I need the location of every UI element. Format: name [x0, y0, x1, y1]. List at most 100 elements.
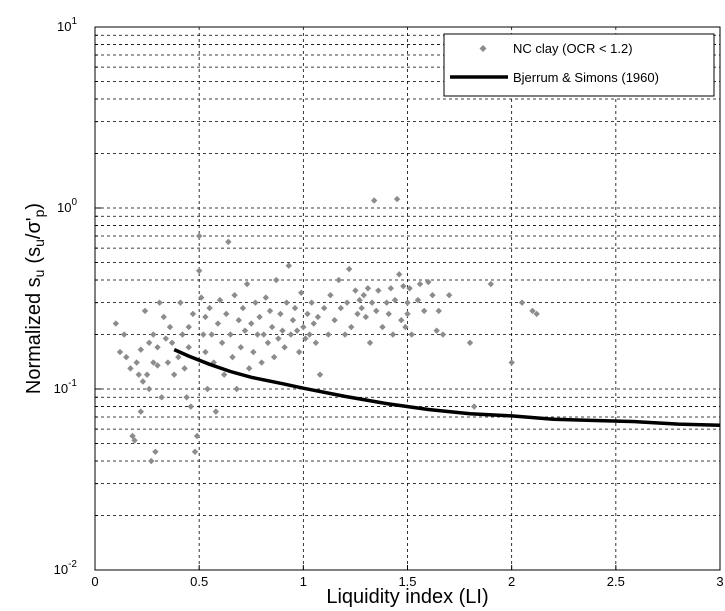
- data-point: [529, 307, 536, 315]
- data-point: [162, 335, 170, 342]
- data-point: [141, 307, 149, 315]
- grid-lines: [95, 27, 720, 570]
- data-point: [193, 432, 201, 440]
- data-point: [287, 331, 295, 338]
- data-point: [177, 299, 184, 306]
- data-point: [164, 359, 172, 366]
- data-point: [204, 385, 211, 393]
- data-point: [168, 339, 176, 346]
- data-point: [335, 276, 342, 284]
- data-point: [262, 294, 270, 301]
- x-tick-label: 2: [508, 574, 515, 589]
- x-tick-label: 0.5: [190, 574, 208, 589]
- legend-marker-nc-clay: [479, 45, 487, 52]
- data-point: [189, 310, 197, 318]
- data-point: [466, 339, 474, 346]
- data-point: [391, 296, 399, 304]
- data-point: [148, 457, 155, 465]
- data-point: [237, 344, 245, 351]
- data-point: [429, 291, 436, 299]
- data-point: [354, 310, 361, 318]
- data-point: [341, 331, 349, 338]
- data-point: [302, 335, 309, 342]
- data-point: [348, 323, 355, 331]
- data-point: [135, 371, 142, 378]
- data-point: [470, 403, 478, 410]
- data-point: [166, 323, 174, 331]
- data-point: [216, 296, 224, 304]
- data-point: [191, 448, 199, 455]
- data-point: [218, 339, 226, 346]
- data-point: [137, 408, 145, 415]
- x-axis-label: Liquidity index (LI): [326, 586, 488, 608]
- data-point: [266, 307, 274, 315]
- data-point: [185, 323, 192, 331]
- data-point: [235, 316, 242, 324]
- data-point: [150, 331, 157, 338]
- data-point: [264, 339, 272, 346]
- data-point: [316, 371, 324, 378]
- data-point: [373, 307, 380, 315]
- data-point: [225, 238, 232, 246]
- data-point: [300, 323, 307, 331]
- data-point: [154, 362, 161, 369]
- data-point: [137, 346, 145, 353]
- data-point: [129, 432, 136, 440]
- data-point: [150, 359, 157, 366]
- data-point: [277, 310, 284, 318]
- data-point: [358, 304, 365, 312]
- data-point: [229, 353, 236, 361]
- data-point: [241, 327, 249, 334]
- data-point: [279, 327, 286, 334]
- legend-label-nc-clay: NC clay (OCR < 1.2): [513, 41, 633, 56]
- data-point: [160, 313, 167, 321]
- data-point: [220, 371, 228, 378]
- y-axis-label-sub: u: [31, 270, 47, 278]
- data-point: [256, 313, 263, 321]
- x-tick-label: 0: [91, 574, 98, 589]
- data-point: [198, 294, 205, 301]
- data-point: [243, 280, 251, 288]
- data-point: [404, 310, 411, 318]
- y-axis-label: Normalized su(su/σ'p): [23, 203, 47, 394]
- data-point: [131, 437, 138, 444]
- data-point: [208, 331, 215, 338]
- data-point: [508, 359, 515, 366]
- data-point: [308, 299, 315, 306]
- data-point: [270, 353, 278, 361]
- legend-box: [443, 33, 715, 97]
- data-point: [145, 385, 153, 393]
- data-point: [433, 327, 440, 334]
- data-point: [306, 331, 313, 338]
- bjerrum-simons-curve: [173, 348, 721, 428]
- legend-label-bjerrum: Bjerrum & Simons (1960): [513, 70, 659, 85]
- data-point: [337, 304, 345, 312]
- data-point: [393, 195, 401, 203]
- data-point: [487, 280, 495, 288]
- data-point: [435, 307, 442, 315]
- y-tick-label: 100: [57, 197, 77, 215]
- data-point: [268, 323, 276, 331]
- data-point: [258, 359, 265, 366]
- data-point: [362, 313, 370, 321]
- data-point: [112, 320, 120, 327]
- data-point: [239, 304, 247, 312]
- data-point: [281, 344, 288, 351]
- data-point: [439, 331, 447, 338]
- data-point: [200, 331, 207, 338]
- data-point: [214, 320, 222, 327]
- data-point: [145, 339, 153, 346]
- data-point: [364, 285, 372, 292]
- data-point: [445, 291, 453, 299]
- y-axis-label-slash: /σ': [23, 217, 45, 239]
- data-point: [139, 378, 147, 385]
- data-point: [291, 304, 299, 312]
- data-point: [285, 262, 292, 269]
- data-point: [223, 310, 230, 318]
- data-point: [120, 331, 128, 338]
- data-point: [312, 339, 320, 346]
- data-point: [158, 394, 165, 401]
- data-point: [210, 359, 217, 366]
- data-point: [420, 307, 428, 315]
- x-tick-label: 2.5: [607, 574, 625, 589]
